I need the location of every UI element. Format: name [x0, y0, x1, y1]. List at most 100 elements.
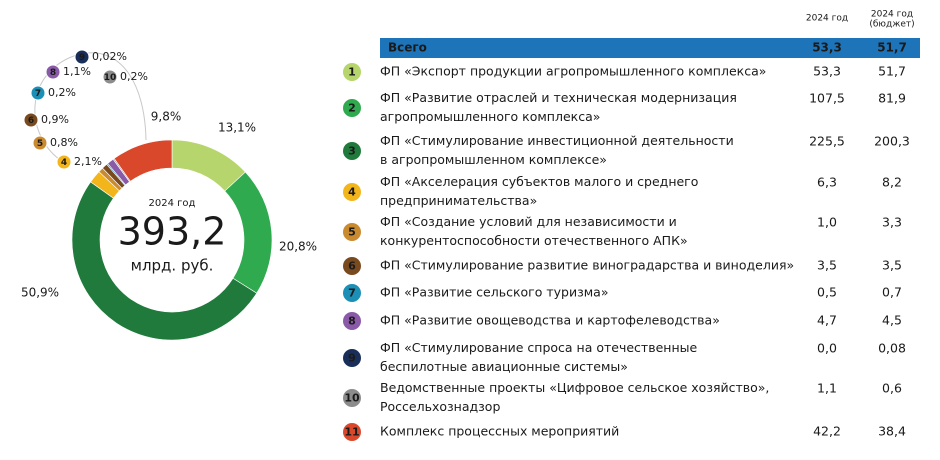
row-value: 3,5 — [882, 258, 902, 273]
center-caption: 2024 год — [149, 198, 196, 209]
row-name: Ведомственные проекты «Цифровое сельское… — [380, 380, 769, 395]
row-value: 0,5 — [817, 285, 837, 300]
column-header: 2024 год — [871, 10, 913, 20]
center-value: 393,2 — [118, 210, 227, 254]
row-badge — [343, 423, 361, 441]
row-value: 200,3 — [874, 134, 910, 149]
badge-number: 6 — [28, 116, 34, 126]
badge — [30, 85, 46, 101]
row-number: 5 — [348, 226, 356, 239]
row-value: 6,3 — [817, 175, 837, 190]
row-value: 0,0 — [817, 341, 837, 356]
row-badge — [343, 223, 361, 241]
donut-slice — [113, 139, 173, 182]
row-value: 225,5 — [809, 134, 845, 149]
row-badge — [343, 257, 361, 275]
row-badge — [343, 142, 361, 160]
row-number: 3 — [348, 145, 356, 158]
row-value: 1,1 — [817, 381, 837, 396]
value-label: 0,8% — [50, 136, 78, 149]
badge — [102, 69, 118, 85]
row-name: конкурентоспособности отечественного АПК… — [380, 233, 688, 248]
value-label: 1,1% — [63, 65, 91, 78]
row-name: в агропромышленном комплексе» — [380, 152, 607, 167]
row-badge — [343, 63, 361, 81]
row-name: ФП «Стимулирование инвестиционной деятел… — [380, 133, 734, 148]
row-number: 6 — [348, 260, 356, 273]
value-label: 0,02% — [92, 50, 127, 63]
row-name: агропромышленного комплекса» — [380, 109, 600, 124]
column-header: (бюджет) — [869, 20, 914, 30]
row-name: ФП «Развитие сельского туризма» — [380, 285, 609, 300]
badge-number: 7 — [35, 89, 41, 99]
row-value: 107,5 — [809, 91, 845, 106]
value-label: 9,8% — [151, 110, 182, 124]
row-name: ФП «Стимулирование развитие виноградарст… — [380, 258, 794, 273]
column-header: 2024 год — [806, 14, 848, 24]
row-badge — [343, 99, 361, 117]
row-value: 8,2 — [882, 175, 902, 190]
row-value: 81,9 — [878, 91, 906, 106]
row-name: ФП «Акселерация субъектов малого и средн… — [380, 174, 698, 189]
row-value: 4,5 — [882, 313, 902, 328]
row-number: 7 — [348, 287, 356, 300]
badge — [23, 112, 39, 128]
badge-number: 8 — [50, 68, 56, 78]
row-number: 11 — [344, 426, 359, 439]
value-label: 0,9% — [41, 113, 69, 126]
row-name: Россельхознадзор — [380, 399, 500, 414]
row-value: 53,3 — [813, 64, 841, 79]
row-value: 51,7 — [878, 64, 906, 79]
total-value: 51,7 — [877, 41, 907, 55]
row-badge — [343, 312, 361, 330]
value-label: 2,1% — [74, 155, 102, 168]
total-name: Всего — [388, 41, 427, 55]
row-badge — [343, 389, 361, 407]
total-value: 53,3 — [812, 41, 842, 55]
badge-number: 9 — [79, 53, 85, 63]
badge — [56, 154, 72, 170]
row-value: 0,6 — [882, 381, 902, 396]
row-badge — [343, 183, 361, 201]
row-number: 8 — [348, 315, 356, 328]
row-number: 9 — [348, 352, 356, 365]
row-name: ФП «Развитие овощеводства и картофелевод… — [380, 313, 720, 328]
row-number: 2 — [348, 102, 356, 115]
center-unit: млрд. руб. — [131, 257, 214, 275]
value-label: 20,8% — [279, 240, 317, 254]
row-name: беспилотные авиационные системы» — [380, 359, 628, 374]
row-name: ФП «Экспорт продукции агропромышленного … — [380, 64, 766, 79]
value-label: 13,1% — [218, 121, 256, 135]
row-number: 4 — [348, 186, 356, 199]
value-label: 0,2% — [48, 86, 76, 99]
row-value: 38,4 — [878, 424, 906, 439]
row-value: 0,08 — [878, 341, 906, 356]
row-value: 4,7 — [817, 313, 837, 328]
row-name: Комплекс процессных мероприятий — [380, 424, 619, 439]
donut-slice — [224, 171, 273, 294]
row-value: 1,0 — [817, 215, 837, 230]
row-value: 3,3 — [882, 215, 902, 230]
badge-number: 10 — [104, 73, 117, 83]
row-badge — [343, 349, 361, 367]
row-number: 1 — [348, 66, 356, 79]
row-value: 0,7 — [882, 285, 902, 300]
row-name: ФП «Стимулирование спроса на отечественн… — [380, 340, 697, 355]
row-value: 42,2 — [813, 424, 841, 439]
row-name: ФП «Развитие отраслей и техническая моде… — [380, 90, 737, 105]
donut-slice — [71, 181, 258, 341]
row-number: 10 — [344, 392, 360, 405]
row-value: 3,5 — [817, 258, 837, 273]
row-badge — [343, 284, 361, 302]
badge — [74, 49, 90, 65]
row-name: предпринимательства» — [380, 193, 537, 208]
total-bar — [380, 38, 920, 58]
badge-number: 4 — [61, 158, 67, 168]
row-name: ФП «Создание условий для независимости и — [380, 214, 677, 229]
badge-number: 5 — [37, 139, 43, 149]
value-label: 0,2% — [120, 70, 148, 83]
badge — [32, 135, 48, 151]
badge — [45, 64, 61, 80]
value-label: 50,9% — [21, 286, 59, 300]
